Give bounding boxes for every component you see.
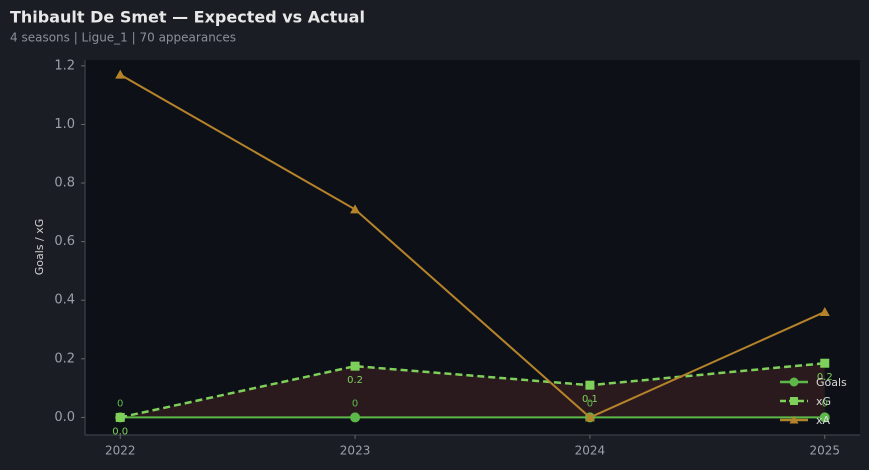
series-line	[119, 361, 825, 419]
point	[115, 69, 126, 79]
point	[585, 380, 595, 390]
legend-marker	[789, 377, 799, 387]
data-label: 0	[587, 398, 593, 409]
y-tick-label: 0.0	[54, 410, 75, 425]
x-tick-label: 2022	[105, 444, 136, 458]
legend-marker	[790, 397, 798, 405]
point	[115, 412, 125, 422]
legend-label: xA	[816, 414, 831, 427]
point	[819, 306, 830, 316]
fill-between	[120, 363, 825, 418]
data-label: 0	[352, 398, 358, 409]
point	[350, 204, 361, 214]
data-label: 0.1	[582, 394, 598, 405]
point	[350, 361, 360, 371]
x-tick-label: 2025	[809, 444, 840, 458]
data-label: 0.2	[817, 372, 833, 383]
y-axis-label: Goals / xG	[33, 219, 46, 276]
data-label: 0	[117, 398, 123, 409]
x-tick-label: 2023	[340, 444, 371, 458]
legend-label: xG	[816, 395, 831, 408]
chart-subtitle: 4 seasons | Ligue_1 | 70 appearances	[10, 31, 236, 45]
data-label: 0.2	[347, 375, 363, 386]
point	[350, 412, 361, 423]
y-tick-label: 0.4	[54, 293, 75, 308]
y-tick-label: 0.6	[54, 234, 75, 249]
data-label: 0	[822, 398, 828, 409]
series-line	[119, 73, 826, 419]
chart-title: Thibault De Smet — Expected vs Actual	[10, 8, 365, 27]
data-label: 0.0	[112, 426, 128, 437]
y-tick-label: 0.8	[54, 176, 75, 191]
point	[819, 412, 830, 423]
y-tick-label: 1.2	[54, 58, 75, 73]
x-tick-label: 2024	[575, 444, 606, 458]
point	[584, 412, 595, 422]
y-tick-label: 0.2	[54, 351, 75, 366]
legend-marker	[789, 415, 799, 424]
point	[820, 358, 830, 368]
legend-label: Goals	[816, 376, 847, 389]
y-tick-label: 1.0	[54, 117, 75, 132]
